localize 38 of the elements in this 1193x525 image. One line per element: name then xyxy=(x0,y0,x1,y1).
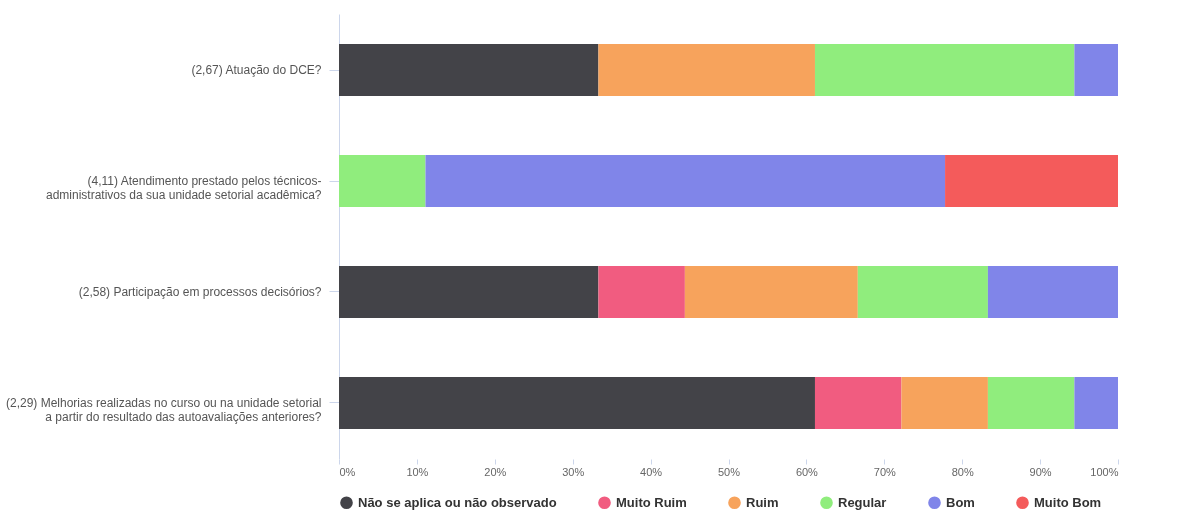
x-tick-label: 20% xyxy=(484,465,507,478)
bar xyxy=(1074,43,1118,97)
legend-label: Muito Bom xyxy=(1034,494,1102,510)
bar xyxy=(598,265,685,319)
bar xyxy=(339,376,815,430)
y-tick-label: (2,58) Participação em processos decisórios? xyxy=(78,284,322,299)
x-tick-label: 10% xyxy=(406,465,429,478)
x-tick-label: 70% xyxy=(873,465,897,478)
bar xyxy=(339,265,599,319)
x-tick-label: 100% xyxy=(1090,465,1119,478)
bar xyxy=(339,43,599,97)
y-tick-label: (2,29) Melhorias realizadas no curso ou na unidade setorial a partir do resultado das autoavaliações anteriores? xyxy=(5,395,322,424)
legend-label: Ruim xyxy=(746,494,779,510)
bar xyxy=(987,265,1118,319)
bar xyxy=(945,154,1118,208)
bar xyxy=(814,376,902,430)
bar xyxy=(987,376,1075,430)
bar xyxy=(1074,376,1118,430)
x-tick-label: 0% xyxy=(339,465,356,478)
bar xyxy=(339,154,426,208)
x-tick-label: 40% xyxy=(640,465,663,478)
x-tick-label: 50% xyxy=(717,465,741,478)
x-tick-label: 30% xyxy=(562,465,585,478)
legend-label: Muito Ruim xyxy=(616,494,687,510)
bar xyxy=(598,43,815,97)
bar xyxy=(857,265,988,319)
x-tick-label: 80% xyxy=(951,465,974,478)
y-tick-label: (2,67) Atuação do DCE? xyxy=(191,63,322,78)
legend-label: Regular xyxy=(838,494,887,510)
x-tick-label: 90% xyxy=(1029,465,1052,478)
legend-label: Não se aplica ou não observado xyxy=(358,494,557,510)
y-tick-label: (4,11) Atendimento prestado pelos técnicos-administrativos da sua unidade setorial acadêmica? xyxy=(46,174,322,203)
x-tick-label: 60% xyxy=(795,465,819,478)
bar xyxy=(684,265,858,319)
legend-label: Bom xyxy=(946,494,975,510)
bar xyxy=(901,376,988,430)
bar xyxy=(814,43,1075,97)
bar xyxy=(425,154,946,208)
